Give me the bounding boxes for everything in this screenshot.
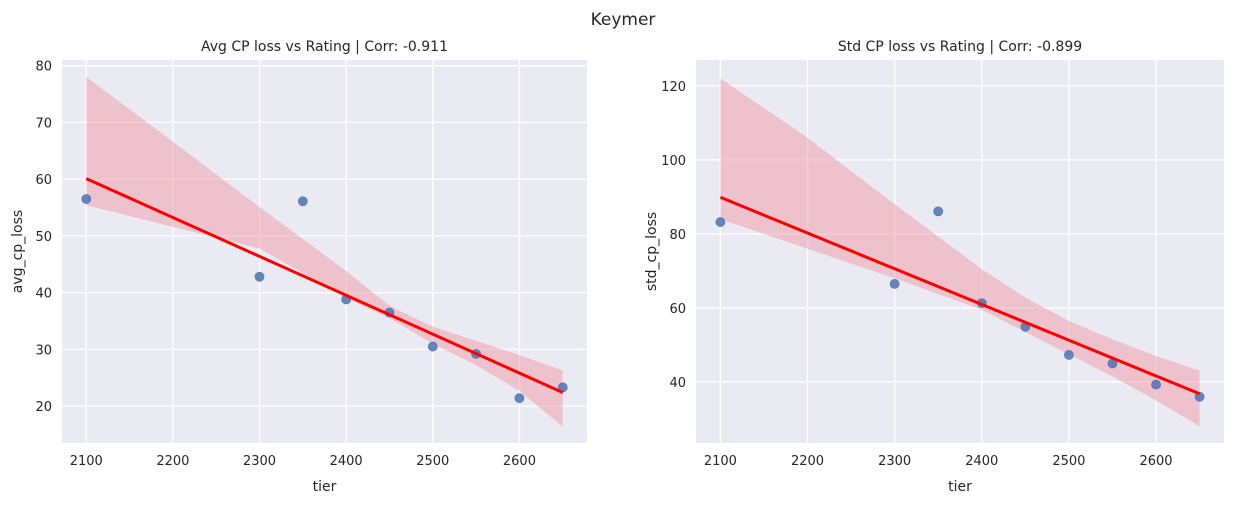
std-y-tick-label: 40	[669, 376, 686, 391]
std-cp-loss-panel: 2100 2200 2300 2400 2500 2600 40 60 80 100 120 Std …	[644, 39, 1224, 495]
std-y-axis-label: std_cp_loss	[644, 212, 660, 291]
avg-regression-line	[85, 177, 564, 394]
avg-x-tick-label: 2200	[156, 454, 189, 469]
std-chart-title: Std CP loss vs Rating | Corr: -0.899	[838, 39, 1082, 55]
avg-y-axis-label: avg_cp_loss	[10, 210, 26, 293]
std-y-tick-label: 100	[661, 154, 686, 169]
avg-x-tick-label: 2300	[243, 454, 276, 469]
avg-y-tick-label: 80	[35, 60, 52, 75]
avg-y-tick-label: 50	[35, 230, 52, 245]
std-x-tick-label: 2300	[878, 454, 911, 469]
std-y-tick-label: 120	[661, 80, 686, 95]
avg-y-tick-label: 40	[35, 287, 52, 302]
avg-chart-title: Avg CP loss vs Rating | Corr: -0.911	[201, 39, 448, 55]
std-regression-line	[719, 195, 1201, 396]
std-data-point	[715, 217, 726, 227]
std-confidence-band	[720, 78, 1200, 427]
avg-x-tick-label: 2400	[330, 454, 363, 469]
avg-x-tick-label: 2500	[416, 454, 449, 469]
avg-x-tick-label: 2100	[70, 454, 103, 469]
avg-data-point	[254, 271, 265, 282]
std-x-tick-label: 2500	[1052, 454, 1085, 469]
std-y-tick-label: 80	[669, 228, 686, 243]
avg-data-point	[427, 341, 438, 352]
std-data-point	[1151, 379, 1161, 390]
figure-suptitle: Keymer	[591, 10, 656, 30]
avg-plot-area	[62, 60, 587, 443]
avg-y-tick-label: 30	[35, 343, 52, 358]
std-x-tick-label: 2400	[965, 454, 998, 469]
std-x-tick-label: 2600	[1139, 454, 1172, 469]
avg-y-tick-label: 20	[35, 400, 52, 415]
std-data-point	[1064, 350, 1074, 360]
avg-data-point	[514, 393, 525, 404]
avg-data-point	[297, 196, 308, 207]
avg-y-tick-label: 70	[35, 116, 52, 131]
avg-y-tick-label: 60	[35, 173, 52, 188]
avg-x-axis-label: tier	[313, 479, 337, 495]
avg-x-tick-label: 2600	[503, 454, 536, 469]
std-x-tick-label: 2100	[704, 454, 737, 469]
std-y-tick-label: 60	[669, 302, 686, 317]
avg-cp-loss-panel: 2100 2200 2300 2400 2500 2600 20 30 40 50 60 70 80 Av…	[10, 39, 587, 495]
std-data-point	[889, 278, 900, 289]
std-x-axis-label: tier	[948, 479, 972, 495]
avg-data-point	[81, 194, 92, 204]
std-data-point	[933, 206, 944, 217]
std-x-tick-label: 2200	[791, 454, 824, 469]
